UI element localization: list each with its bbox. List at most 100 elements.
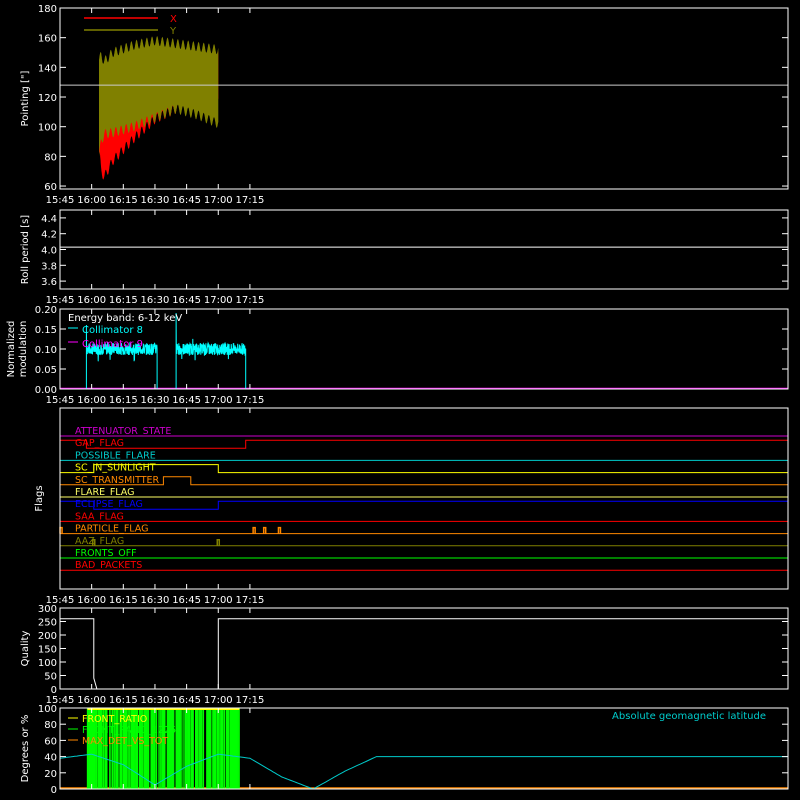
quality-ytick-label: 250 [38, 618, 57, 629]
quality-ytick-label: 150 [38, 645, 57, 656]
pointing-legend-label: Y [169, 26, 177, 37]
modulation-ytick-label: 0.00 [35, 385, 57, 396]
quality-xtick-label: 15:45 [46, 695, 75, 706]
quality-ytick-label: 100 [38, 658, 57, 669]
quality-xtick-label: 16:45 [172, 695, 201, 706]
pointing-xtick-label: 16:30 [141, 195, 170, 206]
ratios-legend-label: MAX_DET_VS_TOT [82, 736, 168, 747]
pointing-ytick-label: 100 [38, 123, 57, 134]
flags-xtick-label: 16:00 [77, 595, 106, 606]
roll-period-ytick-label: 3.8 [41, 261, 57, 272]
pointing-ytick-label: 140 [38, 63, 57, 74]
quality-xtick-label: 16:15 [109, 695, 138, 706]
quality-xtick-label: 16:30 [141, 695, 170, 706]
roll-period-frame [59, 209, 789, 290]
roll-period-xtick-label: 16:00 [77, 295, 106, 306]
flag-label: FRONTS_OFF [75, 548, 137, 559]
flag-label: BAD_PACKETS [75, 560, 142, 571]
flags-xtick-label: 17:00 [204, 595, 233, 606]
modulation-ytick-label: 0.15 [35, 325, 57, 336]
quality-line [60, 618, 788, 690]
modulation-ytick-label: 0.05 [35, 365, 57, 376]
ratios-ytick-label: 40 [44, 753, 57, 764]
quality-frame [59, 607, 789, 690]
ratios-ytick-label: 20 [44, 769, 57, 780]
flag-line-sc-in-sunlight [60, 464, 788, 474]
quality-ylabel: Quality [20, 631, 31, 667]
roll-period-xtick-label: 17:15 [235, 295, 264, 306]
quality-ytick-label: 300 [38, 604, 57, 615]
flag-line-eclipse-flag [60, 500, 788, 510]
flag-label: SAA_FLAG [75, 511, 124, 522]
modulation-xtick-label: 16:00 [77, 395, 106, 406]
pointing-ytick-label: 180 [38, 4, 57, 15]
flag-label: PARTICLE_FLAG [75, 524, 148, 535]
data-lines [59, 17, 788, 790]
modulation-xtick-label: 17:15 [235, 395, 264, 406]
roll-period-ytick-label: 4.0 [41, 246, 57, 257]
flags-ylabel: Flags [34, 485, 45, 511]
flag-label: FLARE_FLAG [75, 487, 135, 498]
ratios-ytick-label: 100 [38, 704, 57, 715]
modulation-collimator-8-line-0 [85, 324, 158, 389]
axes-frames [59, 7, 789, 790]
ratios-geomagnetic-latitude-line [59, 753, 788, 790]
roll-period-xtick-label: 17:00 [204, 295, 233, 306]
pointing-xtick-label: 16:15 [109, 195, 138, 206]
modulation-legend-label: Collimator 9 [82, 339, 143, 350]
pointing-xtick-label: 16:45 [172, 195, 201, 206]
pointing-xtick-label: 17:00 [204, 195, 233, 206]
modulation-collimator-8-line-1 [175, 312, 247, 389]
quality-ytick-label: 50 [44, 672, 57, 683]
pointing-ytick-label: 120 [38, 93, 57, 104]
roll-period-xtick-label: 16:15 [109, 295, 138, 306]
flags-xtick-label: 16:15 [109, 595, 138, 606]
modulation-ylabel-line2-ylabel: modulation [18, 321, 29, 378]
flag-spike [252, 526, 256, 534]
modulation-ylabel-line1-ylabel: Normalized [6, 321, 17, 378]
ratios-frame [59, 707, 789, 790]
flag-line-sc-transmitter [60, 476, 788, 486]
flag-spike [262, 526, 267, 534]
pointing-band-y [99, 36, 219, 157]
flag-label: ECLIPSE_FLAG [75, 499, 143, 510]
modulation-legend-label: Collimator 8 [82, 325, 143, 336]
modulation-ytick-label: 0.20 [35, 305, 57, 316]
modulation-xtick-label: 16:30 [141, 395, 170, 406]
modulation-xtick-label: 16:15 [109, 395, 138, 406]
ratios-ytick-label: 80 [44, 720, 57, 731]
ratios-latitude-legend: Absolute geomagnetic latitude [612, 711, 766, 722]
ratios-ylabel: Degrees or % [20, 715, 31, 783]
flag-spike [216, 539, 221, 546]
pointing-frame [59, 7, 789, 190]
ratios-ytick-label: 0 [51, 785, 57, 796]
quality-ytick-label: 0 [51, 685, 57, 696]
ratios-ytick-label: 60 [44, 736, 57, 747]
flags-xtick-label: 16:30 [141, 595, 170, 606]
quality-xtick-label: 17:15 [235, 695, 264, 706]
flag-label: ATTENUATOR_STATE [75, 426, 171, 437]
pointing-ytick-label: 80 [44, 152, 57, 163]
filled-bands [99, 36, 219, 180]
roll-period-xtick-label: 15:45 [46, 295, 75, 306]
flag-label: AAZ_FLAG [75, 536, 124, 547]
pointing-ytick-label: 60 [44, 182, 57, 193]
pointing-xtick-label: 16:00 [77, 195, 106, 206]
quality-ytick-label: 200 [38, 631, 57, 642]
flags-xtick-label: 16:45 [172, 595, 201, 606]
modulation-xtick-label: 16:45 [172, 395, 201, 406]
roll-period-xtick-label: 16:30 [141, 295, 170, 306]
modulation-annotation: Energy band: 6-12 keV [68, 313, 182, 324]
flag-label: SC_IN_SUNLIGHT [75, 463, 156, 474]
roll-period-ylabel: Roll period [s] [20, 215, 31, 284]
pointing-xtick-label: 15:45 [46, 195, 75, 206]
flags-xtick-label: 17:15 [235, 595, 264, 606]
pointing-ytick-label: 160 [38, 34, 57, 45]
modulation-ytick-label: 0.10 [35, 345, 57, 356]
flag-label: SC_TRANSMITTER [75, 475, 160, 486]
roll-period-ytick-label: 4.2 [41, 230, 57, 241]
modulation-xtick-label: 15:45 [46, 395, 75, 406]
roll-period-xtick-label: 16:45 [172, 295, 201, 306]
flag-line-gap-flag [60, 439, 788, 449]
